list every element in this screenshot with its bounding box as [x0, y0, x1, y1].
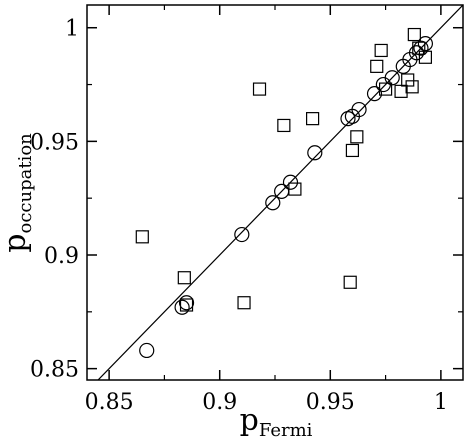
y-axis-label-subscript: occupation [15, 133, 36, 234]
square-data-point [179, 298, 194, 312]
square-data-point [306, 112, 320, 126]
square-data-point [418, 50, 432, 64]
y-tick-label: 0.85 [30, 358, 79, 383]
square-data-point [350, 130, 364, 144]
circle-data-point [265, 195, 281, 211]
square-data-point [135, 230, 149, 244]
y-tick-label: 0.95 [30, 130, 79, 155]
square-data-point [343, 275, 357, 289]
circle-data-point [234, 226, 250, 243]
circle-data-point [351, 101, 367, 118]
y-tick-label: 0.9 [44, 244, 79, 269]
x-tick-label: 0.9 [202, 390, 237, 415]
square-data-point [374, 43, 388, 58]
square-data-point [237, 296, 251, 310]
tick-layer: 0.85 0.9 0.95 1 0.85 0.9 0.95 1 [30, 5, 463, 415]
circle-data-point [375, 76, 391, 93]
y-axis-label: poccupation [0, 133, 36, 253]
square-data-point [370, 59, 384, 73]
circle-data-point [139, 342, 155, 359]
square-data-point [252, 82, 267, 96]
circle-data-point [282, 174, 299, 190]
circle-data-point [413, 40, 429, 56]
square-data-point [378, 82, 393, 96]
reference-line-layer [97, 5, 463, 380]
data-point-layer [135, 27, 433, 359]
square-data-point [177, 271, 191, 285]
circle-data-point [307, 145, 323, 161]
y-axis-label-base: p [0, 234, 33, 253]
square-data-point [412, 41, 426, 55]
circle-data-point [417, 36, 433, 52]
diagonal-reference-line [97, 5, 463, 380]
x-axis-label-base: p [240, 403, 259, 438]
x-axis-label: pFermi [240, 403, 313, 440]
x-axis-label-subscript: Fermi [259, 420, 313, 440]
y-tick-label: 1 [65, 17, 79, 42]
x-tick-label: 1 [434, 390, 448, 415]
circle-data-point [408, 45, 425, 61]
square-data-point [405, 80, 419, 94]
square-data-point [277, 118, 291, 133]
square-data-point [407, 27, 421, 42]
circle-data-point [174, 299, 190, 315]
x-tick-label: 0.95 [306, 390, 355, 415]
square-data-point [345, 143, 360, 158]
plot-frame [86, 4, 464, 381]
circle-data-point [366, 86, 383, 102]
square-data-point [288, 182, 302, 196]
circle-data-point [384, 70, 400, 86]
square-data-point [394, 84, 408, 98]
square-data-point [401, 73, 415, 87]
x-tick-label: 0.85 [85, 390, 134, 415]
circle-data-point [178, 295, 195, 311]
